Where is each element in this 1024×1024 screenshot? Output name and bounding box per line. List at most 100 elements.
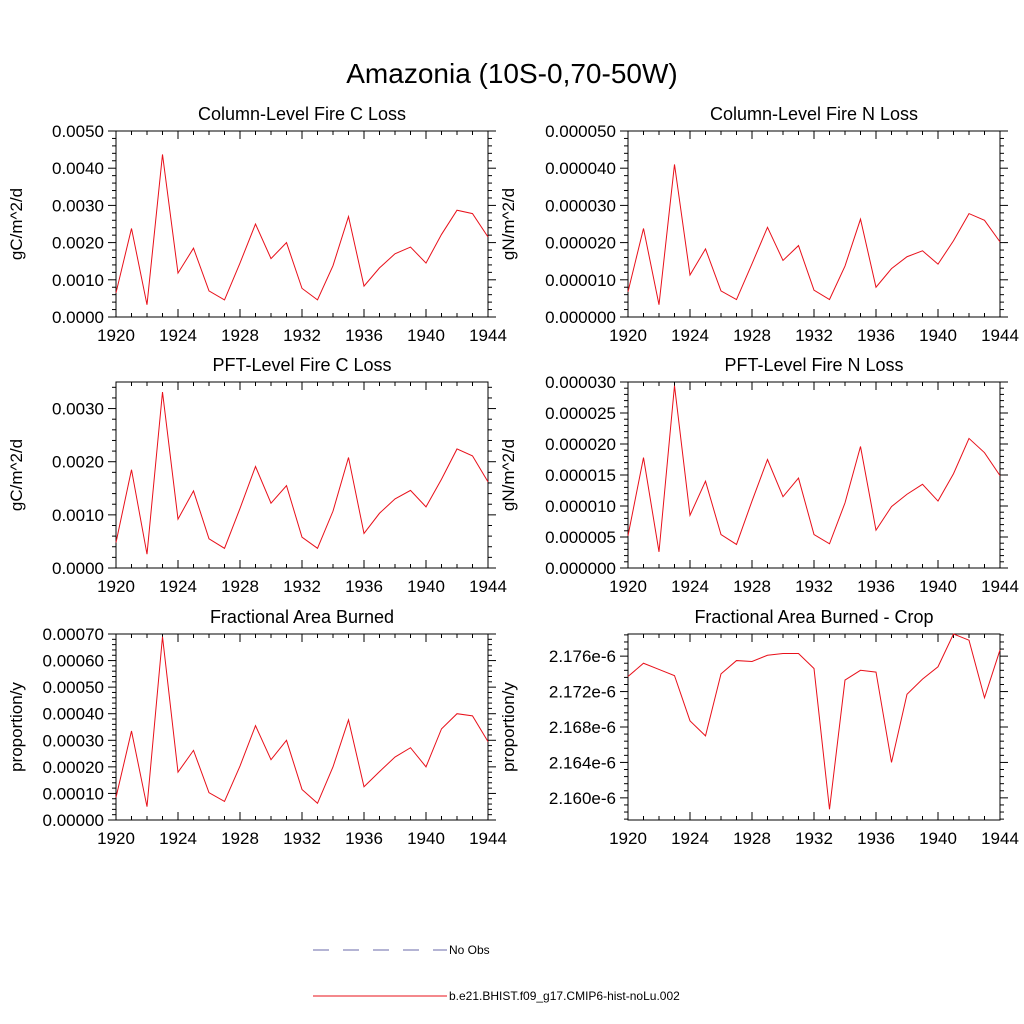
x-tick-label: 1936 — [857, 829, 895, 848]
y-tick-label: 0.000030 — [545, 196, 616, 215]
x-tick-label: 1928 — [733, 326, 771, 345]
series-line — [627, 633, 1001, 810]
x-tick-label: 1944 — [469, 829, 507, 848]
panel-title: PFT-Level Fire N Loss — [724, 355, 903, 375]
x-tick-label: 1944 — [469, 326, 507, 345]
y-tick-label: 0.0030 — [52, 400, 104, 419]
panel-title: Column-Level Fire N Loss — [710, 104, 918, 124]
x-tick-label: 1920 — [609, 577, 647, 596]
x-tick-label: 1924 — [671, 326, 709, 345]
plot-frame — [115, 633, 489, 821]
plot-frame — [627, 633, 1001, 821]
y-tick-label: 0.00000 — [43, 811, 104, 830]
y-tick-label: 2.160e-6 — [549, 789, 616, 808]
x-tick-label: 1920 — [97, 829, 135, 848]
series-line — [115, 636, 489, 807]
y-tick-label: 0.000010 — [545, 271, 616, 290]
x-tick-label: 1936 — [857, 326, 895, 345]
panel-1: Column-Level Fire C Loss 1920 1924 1928 1932… — [7, 104, 507, 345]
y-tick-label: 0.0000 — [52, 308, 104, 327]
x-tick-label: 1924 — [159, 326, 197, 345]
panel-3: PFT-Level Fire C Loss 1920 1924 1928 1932 193… — [7, 355, 507, 596]
x-tick-label: 1924 — [159, 829, 197, 848]
y-tick-label: 0.000040 — [545, 159, 616, 178]
y-tick-label: 0.000015 — [545, 466, 616, 485]
y-tick-label: 0.00040 — [43, 705, 104, 724]
y-tick-label: 0.000025 — [545, 404, 616, 423]
y-tick-label: 0.0050 — [52, 122, 104, 141]
panels: Column-Level Fire C Loss 1920 1924 1928 1932… — [7, 104, 1019, 848]
y-tick-label: 0.0040 — [52, 159, 104, 178]
y-axis-label: gN/m^2/d — [499, 188, 518, 260]
y-tick-label: 0.000000 — [545, 308, 616, 327]
x-tick-label: 1920 — [609, 326, 647, 345]
panel-6: Fractional Area Burned - Crop 1920 1924 192… — [499, 607, 1019, 848]
series-line — [115, 392, 489, 555]
x-tick-label: 1932 — [795, 326, 833, 345]
panel-2: Column-Level Fire N Loss 1920 1924 1928 1932… — [499, 104, 1019, 345]
x-tick-label: 1936 — [345, 829, 383, 848]
x-tick-label: 1928 — [221, 577, 259, 596]
x-tick-label: 1940 — [919, 326, 957, 345]
y-tick-label: 0.00050 — [43, 678, 104, 697]
y-tick-label: 0.000050 — [545, 122, 616, 141]
x-tick-label: 1928 — [733, 577, 771, 596]
x-tick-label: 1940 — [407, 829, 445, 848]
y-tick-label: 0.0030 — [52, 196, 104, 215]
panel-5: Fractional Area Burned 1920 1924 1928 1932 19… — [7, 607, 507, 848]
x-tick-label: 1928 — [221, 326, 259, 345]
panel-title: Fractional Area Burned — [210, 607, 394, 627]
y-tick-label: 0.0010 — [52, 271, 104, 290]
x-tick-label: 1940 — [407, 577, 445, 596]
y-tick-label: 2.172e-6 — [549, 683, 616, 702]
x-tick-label: 1940 — [919, 829, 957, 848]
x-tick-label: 1928 — [733, 829, 771, 848]
x-tick-label: 1936 — [345, 326, 383, 345]
y-tick-label: 0.00020 — [43, 758, 104, 777]
y-tick-label: 0.000010 — [545, 497, 616, 516]
y-axis-label: gN/m^2/d — [499, 439, 518, 511]
x-tick-label: 1920 — [97, 326, 135, 345]
x-tick-label: 1932 — [795, 577, 833, 596]
x-tick-label: 1944 — [981, 829, 1019, 848]
x-tick-label: 1932 — [283, 829, 321, 848]
figure-title: Amazonia (10S-0,70-50W) — [346, 58, 677, 89]
y-tick-label: 0.0000 — [52, 559, 104, 578]
plot-frame — [627, 381, 1001, 569]
y-tick-label: 0.000005 — [545, 528, 616, 547]
y-axis-label: proportion/y — [7, 682, 26, 772]
x-tick-label: 1944 — [469, 577, 507, 596]
series-line — [627, 164, 1001, 305]
x-tick-label: 1944 — [981, 577, 1019, 596]
x-tick-label: 1944 — [981, 326, 1019, 345]
y-tick-label: 0.0020 — [52, 453, 104, 472]
y-tick-label: 2.176e-6 — [549, 647, 616, 666]
x-tick-label: 1940 — [407, 326, 445, 345]
series-line — [627, 385, 1001, 552]
series-line — [115, 154, 489, 305]
panel-title: Column-Level Fire C Loss — [198, 104, 406, 124]
legend-label-2: b.e21.BHIST.f09_g17.CMIP6-hist-noLu.002 — [449, 989, 680, 1003]
y-tick-label: 0.00060 — [43, 652, 104, 671]
x-tick-label: 1940 — [919, 577, 957, 596]
y-tick-label: 2.168e-6 — [549, 718, 616, 737]
x-tick-label: 1924 — [671, 577, 709, 596]
y-tick-label: 0.0010 — [52, 506, 104, 525]
y-axis-label: gC/m^2/d — [7, 439, 26, 511]
panel-title: Fractional Area Burned - Crop — [694, 607, 933, 627]
x-tick-label: 1920 — [609, 829, 647, 848]
y-tick-label: 0.00010 — [43, 784, 104, 803]
x-tick-label: 1928 — [221, 829, 259, 848]
x-tick-label: 1936 — [345, 577, 383, 596]
x-tick-label: 1924 — [159, 577, 197, 596]
y-tick-label: 0.000030 — [545, 373, 616, 392]
y-tick-label: 0.00070 — [43, 625, 104, 644]
legend-label-1: No Obs — [449, 943, 490, 957]
x-tick-label: 1924 — [671, 829, 709, 848]
x-tick-label: 1920 — [97, 577, 135, 596]
y-tick-label: 0.000020 — [545, 435, 616, 454]
x-tick-label: 1936 — [857, 577, 895, 596]
panel-4: PFT-Level Fire N Loss 1920 1924 1928 1932 193… — [499, 355, 1019, 596]
legend: No Obs b.e21.BHIST.f09_g17.CMIP6-hist-noL… — [313, 943, 680, 1003]
x-tick-label: 1932 — [283, 577, 321, 596]
